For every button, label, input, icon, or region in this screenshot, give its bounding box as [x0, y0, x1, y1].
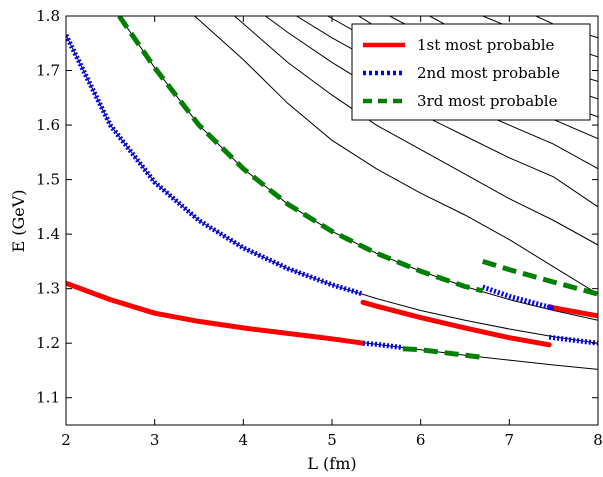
x-axis-title: L (fm) — [307, 454, 356, 473]
y-tick-label: 1.7 — [36, 62, 60, 80]
series-group — [66, 16, 598, 360]
energy-level-line-5 — [234, 16, 598, 246]
series-2-segment-3 — [481, 284, 557, 311]
series-3-segment-1 — [117, 16, 484, 294]
y-tick-label: 1.5 — [36, 171, 60, 189]
series-2-segment-1 — [66, 33, 364, 297]
legend-box — [351, 23, 591, 121]
series-1-segment-1 — [66, 280, 366, 346]
x-tick-label: 6 — [416, 431, 426, 449]
energy-level-line-4 — [194, 16, 598, 295]
x-tick-label: 4 — [239, 431, 249, 449]
x-tick-label: 7 — [505, 431, 515, 449]
series-3-segment-3 — [481, 259, 598, 297]
y-tick-label: 1.6 — [36, 116, 60, 134]
y-tick-label: 1.2 — [36, 334, 60, 352]
legend: 1st most probable 2nd most probable 3rd … — [351, 23, 591, 121]
y-axis-title: E (GeV) — [9, 189, 28, 252]
series-2-segment-2 — [362, 340, 404, 351]
y-tick-label: 1.3 — [36, 280, 60, 298]
series-3-segment-2 — [402, 346, 484, 360]
legend-label-1st: 1st most probable — [417, 36, 555, 54]
y-tick-label: 1.4 — [36, 225, 60, 243]
series-1-segment-2 — [360, 299, 552, 348]
legend-label-2nd: 2nd most probable — [417, 64, 560, 82]
y-tick-label: 1.1 — [36, 389, 60, 407]
x-tick-label: 8 — [593, 431, 603, 449]
y-axis-ticks: 1.1 1.2 1.3 1.4 1.5 1.6 1.7 1.8 — [36, 7, 598, 407]
x-tick-label: 2 — [61, 431, 71, 449]
energy-level-line-3 — [118, 16, 598, 321]
y-tick-label: 1.8 — [36, 7, 60, 25]
x-tick-label: 5 — [327, 431, 337, 449]
x-tick-label: 3 — [150, 431, 160, 449]
x-axis-ticks: 2 3 4 5 6 7 8 — [61, 16, 603, 449]
series-2-segment-4 — [548, 334, 598, 346]
legend-label-3rd: 3rd most probable — [417, 92, 558, 110]
